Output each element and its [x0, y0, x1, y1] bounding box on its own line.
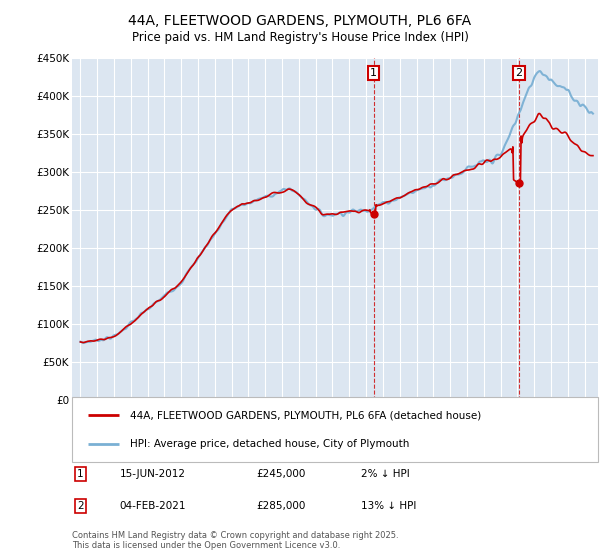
Text: 44A, FLEETWOOD GARDENS, PLYMOUTH, PL6 6FA (detached house): 44A, FLEETWOOD GARDENS, PLYMOUTH, PL6 6F… [130, 410, 481, 420]
Text: 2: 2 [515, 68, 523, 78]
Text: HPI: Average price, detached house, City of Plymouth: HPI: Average price, detached house, City… [130, 439, 409, 449]
Text: 15-JUN-2012: 15-JUN-2012 [119, 469, 185, 479]
Text: 04-FEB-2021: 04-FEB-2021 [119, 501, 186, 511]
Text: Contains HM Land Registry data © Crown copyright and database right 2025.
This d: Contains HM Land Registry data © Crown c… [72, 530, 398, 550]
Text: 1: 1 [77, 469, 84, 479]
Text: Price paid vs. HM Land Registry's House Price Index (HPI): Price paid vs. HM Land Registry's House … [131, 31, 469, 44]
FancyBboxPatch shape [72, 397, 598, 462]
Text: 2: 2 [77, 501, 84, 511]
Text: £285,000: £285,000 [256, 501, 305, 511]
Text: £245,000: £245,000 [256, 469, 305, 479]
Text: 44A, FLEETWOOD GARDENS, PLYMOUTH, PL6 6FA: 44A, FLEETWOOD GARDENS, PLYMOUTH, PL6 6F… [128, 14, 472, 28]
Text: 2% ↓ HPI: 2% ↓ HPI [361, 469, 410, 479]
Text: 1: 1 [370, 68, 377, 78]
Text: 13% ↓ HPI: 13% ↓ HPI [361, 501, 416, 511]
